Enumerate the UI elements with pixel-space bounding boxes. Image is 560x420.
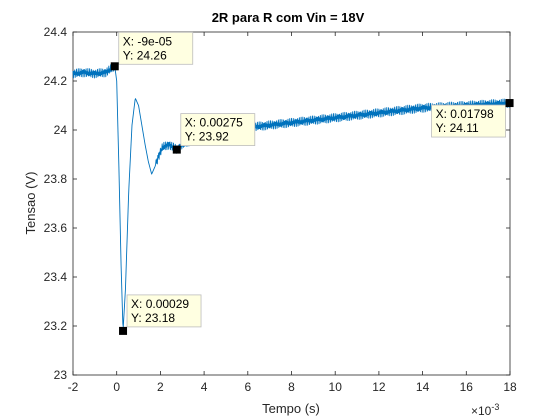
datatip-x-label: X: 0.00275 — [185, 116, 243, 130]
x-tick-label: 10 — [329, 380, 343, 394]
datatip-y-label: Y: 23.18 — [131, 311, 175, 325]
datatip-marker[interactable] — [110, 62, 119, 71]
datatip-x-label: X: 0.00029 — [131, 297, 189, 311]
datatip-x-label: X: 0.01798 — [436, 107, 494, 121]
datatip-marker[interactable] — [505, 99, 514, 108]
x-tick-label: 12 — [372, 380, 386, 394]
y-tick-label: 23.8 — [44, 172, 68, 186]
datatip-marker[interactable] — [119, 326, 128, 335]
x-tick-label: -2 — [68, 380, 79, 394]
x-tick-label: 8 — [288, 380, 295, 394]
x-tick-label: 18 — [503, 380, 517, 394]
datatip[interactable]: X: -9e-05Y: 24.26 — [110, 31, 194, 71]
y-tick-label: 23 — [54, 368, 68, 382]
datatip-box — [126, 294, 202, 328]
x-tick-label: 4 — [201, 380, 208, 394]
x-tick-label: 14 — [416, 380, 430, 394]
y-tick-label: 23.4 — [44, 270, 68, 284]
y-axis-label: Tensao (V) — [23, 172, 38, 235]
datatip-box — [118, 31, 194, 65]
x-axis-exponent: ×10-3 — [471, 402, 499, 418]
chart-title: 2R para R com Vin = 18V — [212, 10, 365, 25]
datatip-y-label: Y: 23.92 — [185, 130, 229, 144]
x-tick-label: 2 — [157, 380, 164, 394]
y-axis-ticks: 23 23.2 23.4 23.6 23.8 24 24.2 24.4 — [44, 25, 510, 382]
y-tick-label: 24 — [54, 123, 68, 137]
datatip-y-label: Y: 24.26 — [123, 48, 167, 62]
y-tick-label: 24.2 — [44, 74, 68, 88]
datatip-x-label: X: -9e-05 — [123, 34, 173, 48]
datatip-y-label: Y: 24.11 — [436, 121, 479, 135]
x-axis-ticks: -2 0 2 4 6 8 10 12 14 16 18 — [68, 32, 517, 394]
x-exponent-base: ×10 — [471, 404, 492, 418]
datatip-box — [431, 104, 506, 138]
datatip-marker[interactable] — [172, 145, 181, 154]
y-tick-label: 23.6 — [44, 221, 68, 235]
x-axis-label: Tempo (s) — [262, 401, 320, 416]
x-tick-label: 0 — [113, 380, 120, 394]
y-tick-label: 23.2 — [44, 319, 68, 333]
y-tick-label: 24.4 — [44, 25, 68, 39]
x-exponent-power: -3 — [491, 402, 499, 412]
datatip-box — [180, 113, 256, 146]
x-tick-label: 6 — [244, 380, 251, 394]
x-tick-label: 16 — [460, 380, 474, 394]
